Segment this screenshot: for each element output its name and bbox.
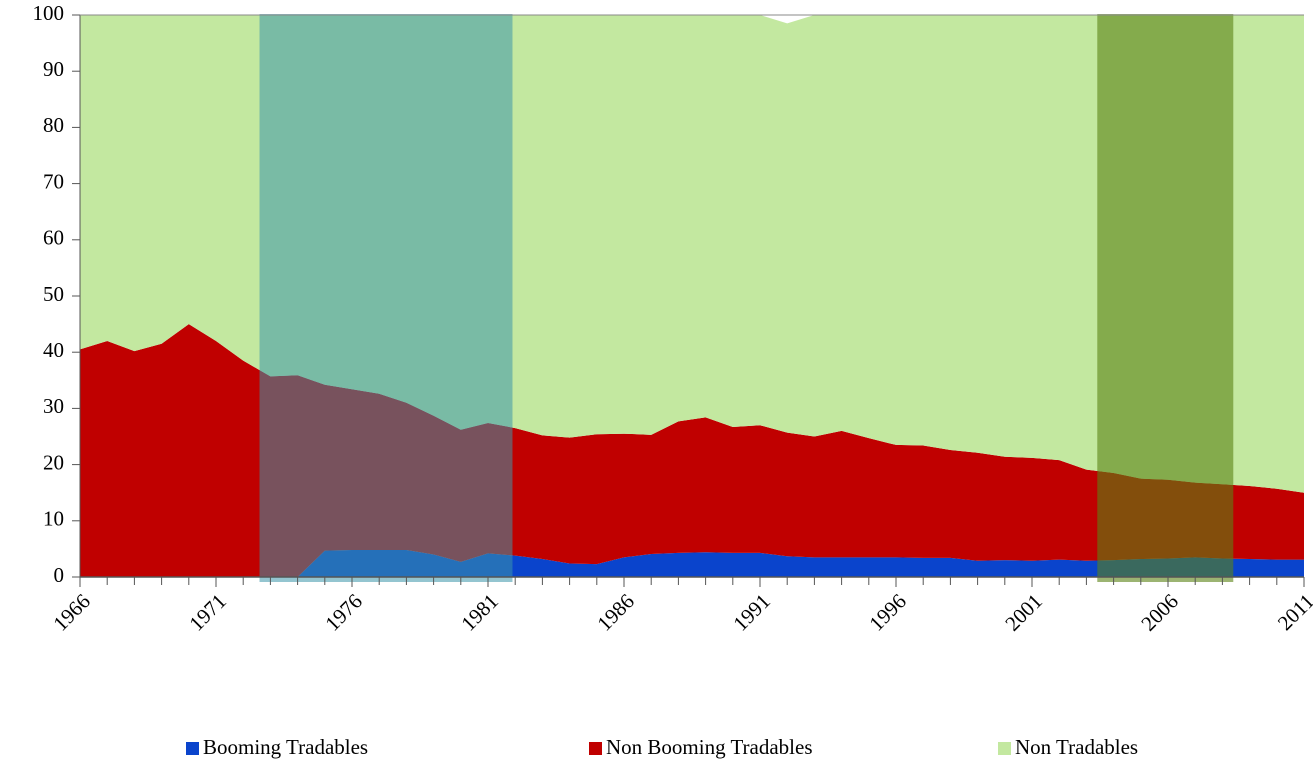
legend-swatch bbox=[998, 742, 1011, 755]
x-tick-label: 2006 bbox=[1136, 589, 1183, 636]
legend-swatch bbox=[186, 742, 199, 755]
x-tick-label: 1966 bbox=[48, 589, 95, 636]
legend-label: Non Tradables bbox=[1015, 735, 1138, 759]
x-tick-label: 1981 bbox=[456, 589, 503, 636]
x-tick-label: 1996 bbox=[864, 589, 911, 636]
y-tick-label: 70 bbox=[43, 169, 64, 193]
x-tick-label: 1986 bbox=[592, 589, 639, 636]
y-tick-label: 10 bbox=[43, 507, 64, 531]
x-tick-label: 2001 bbox=[1000, 589, 1047, 636]
highlight-band bbox=[259, 14, 513, 582]
y-tick-label: 90 bbox=[43, 57, 64, 81]
y-tick-label: 80 bbox=[43, 113, 64, 137]
y-tick-label: 30 bbox=[43, 394, 64, 418]
y-tick-label: 20 bbox=[43, 450, 64, 474]
y-tick-label: 40 bbox=[43, 338, 64, 362]
x-tick-label: 1976 bbox=[320, 589, 367, 636]
x-tick-label: 1971 bbox=[184, 589, 231, 636]
highlight-band bbox=[1097, 14, 1234, 582]
legend-swatch bbox=[589, 742, 602, 755]
y-tick-label: 100 bbox=[33, 1, 65, 25]
x-tick-label: 1991 bbox=[728, 589, 775, 636]
legend-label: Booming Tradables bbox=[203, 735, 368, 759]
x-tick-label: 2011 bbox=[1273, 589, 1313, 635]
y-tick-label: 50 bbox=[43, 282, 64, 306]
y-tick-label: 60 bbox=[43, 226, 64, 250]
y-tick-label: 0 bbox=[54, 563, 65, 587]
legend-label: Non Booming Tradables bbox=[606, 735, 813, 759]
